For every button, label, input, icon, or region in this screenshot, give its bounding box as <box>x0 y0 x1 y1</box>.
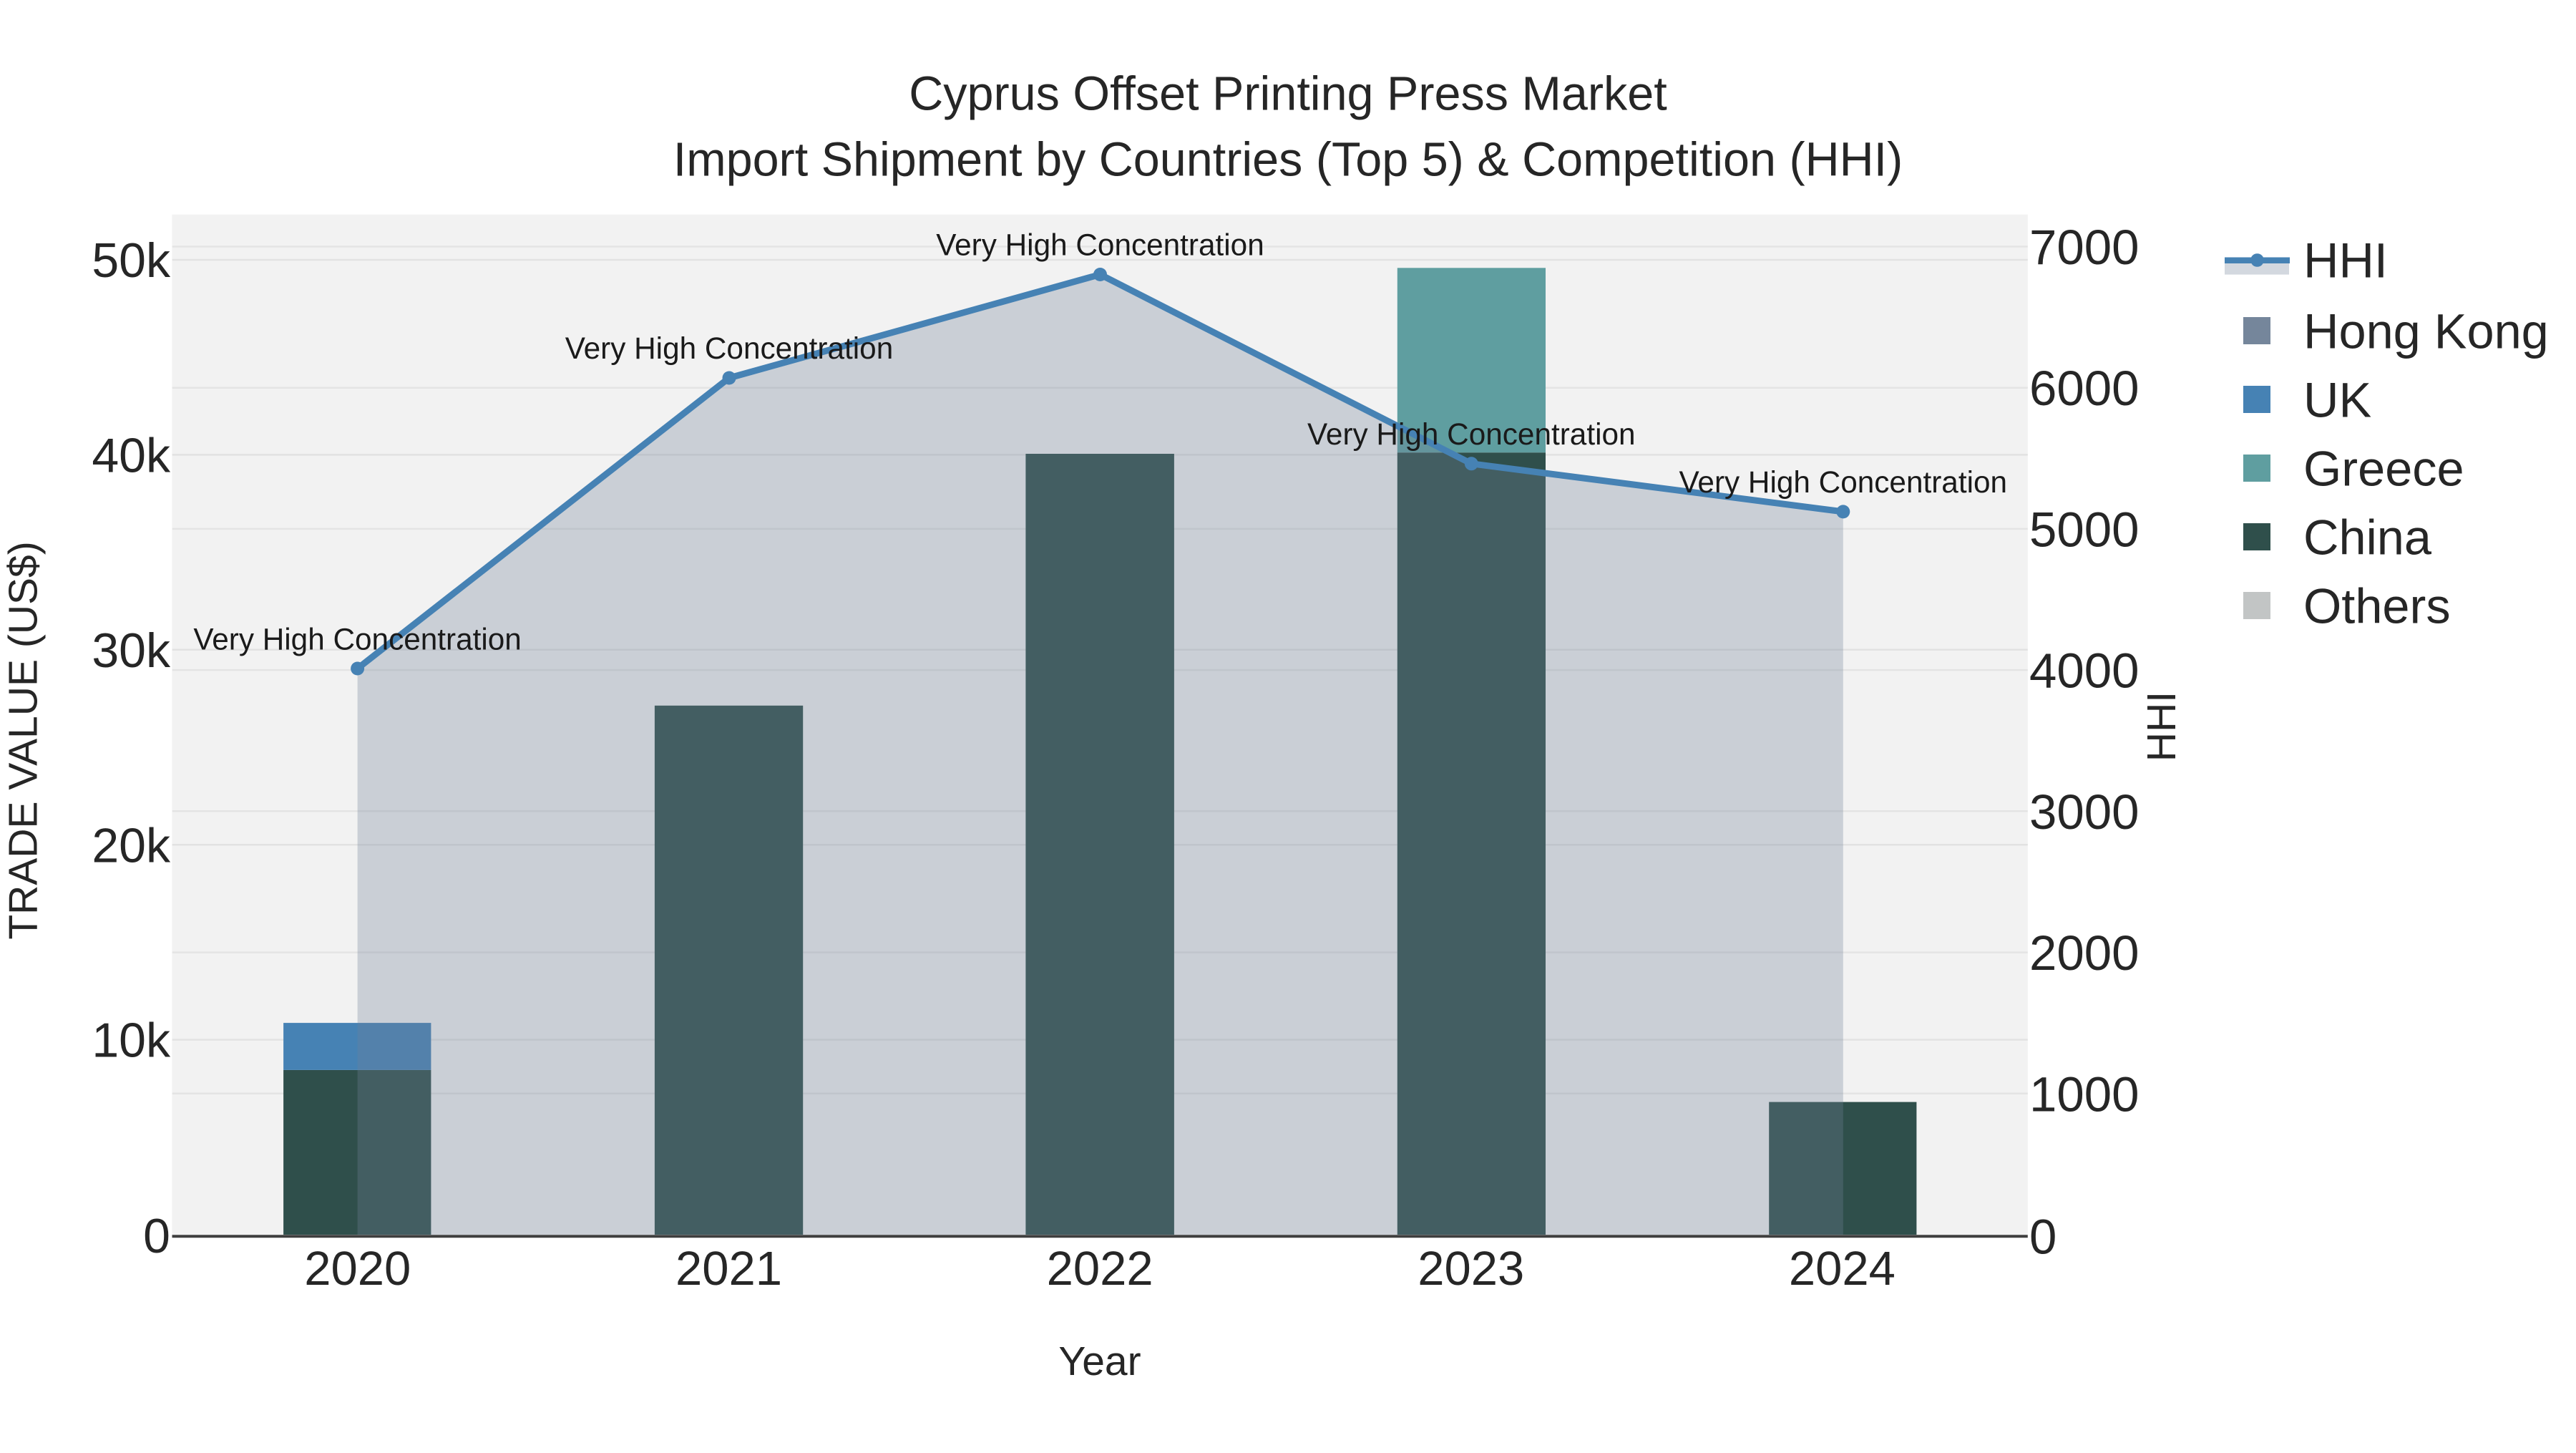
svg-text:Very High Concentration: Very High Concentration <box>936 228 1264 261</box>
svg-text:Year: Year <box>1058 1338 1141 1384</box>
svg-text:Very High Concentration: Very High Concentration <box>1307 417 1635 451</box>
svg-text:TRADE VALUE (US$): TRADE VALUE (US$) <box>0 541 46 939</box>
svg-text:6000: 6000 <box>2029 361 2140 416</box>
svg-text:7000: 7000 <box>2029 220 2140 275</box>
svg-text:10k: 10k <box>92 1014 171 1068</box>
svg-text:Very High Concentration: Very High Concentration <box>1679 465 2007 499</box>
svg-text:2020: 2020 <box>304 1242 411 1296</box>
svg-text:Very High Concentration: Very High Concentration <box>565 331 893 365</box>
svg-text:5000: 5000 <box>2029 502 2140 557</box>
svg-text:40k: 40k <box>92 429 171 483</box>
svg-text:China: China <box>2303 510 2432 565</box>
svg-text:2023: 2023 <box>1418 1242 1524 1296</box>
svg-text:2021: 2021 <box>675 1242 782 1296</box>
svg-text:50k: 50k <box>92 233 171 288</box>
svg-text:4000: 4000 <box>2029 643 2140 699</box>
svg-text:HHI: HHI <box>2303 233 2388 288</box>
svg-text:Very High Concentration: Very High Concentration <box>193 622 521 656</box>
svg-text:UK: UK <box>2303 372 2371 427</box>
svg-text:Cyprus Offset Printing Press M: Cyprus Offset Printing Press Market <box>909 68 1667 121</box>
svg-text:Others: Others <box>2303 578 2451 633</box>
svg-text:Greece: Greece <box>2303 441 2464 496</box>
svg-text:3000: 3000 <box>2029 784 2140 840</box>
svg-text:30k: 30k <box>92 623 171 678</box>
svg-text:2000: 2000 <box>2029 925 2140 981</box>
svg-text:Import Shipment by Countries (: Import Shipment by Countries (Top 5) & C… <box>673 134 1903 187</box>
svg-text:2022: 2022 <box>1047 1242 1153 1296</box>
svg-text:0: 0 <box>2029 1210 2057 1265</box>
svg-text:Hong Kong: Hong Kong <box>2303 303 2549 359</box>
svg-text:HHI: HHI <box>2139 691 2185 762</box>
svg-text:1000: 1000 <box>2029 1066 2140 1122</box>
svg-text:2024: 2024 <box>1789 1242 1896 1296</box>
svg-text:0: 0 <box>143 1209 170 1263</box>
svg-text:20k: 20k <box>92 818 171 873</box>
